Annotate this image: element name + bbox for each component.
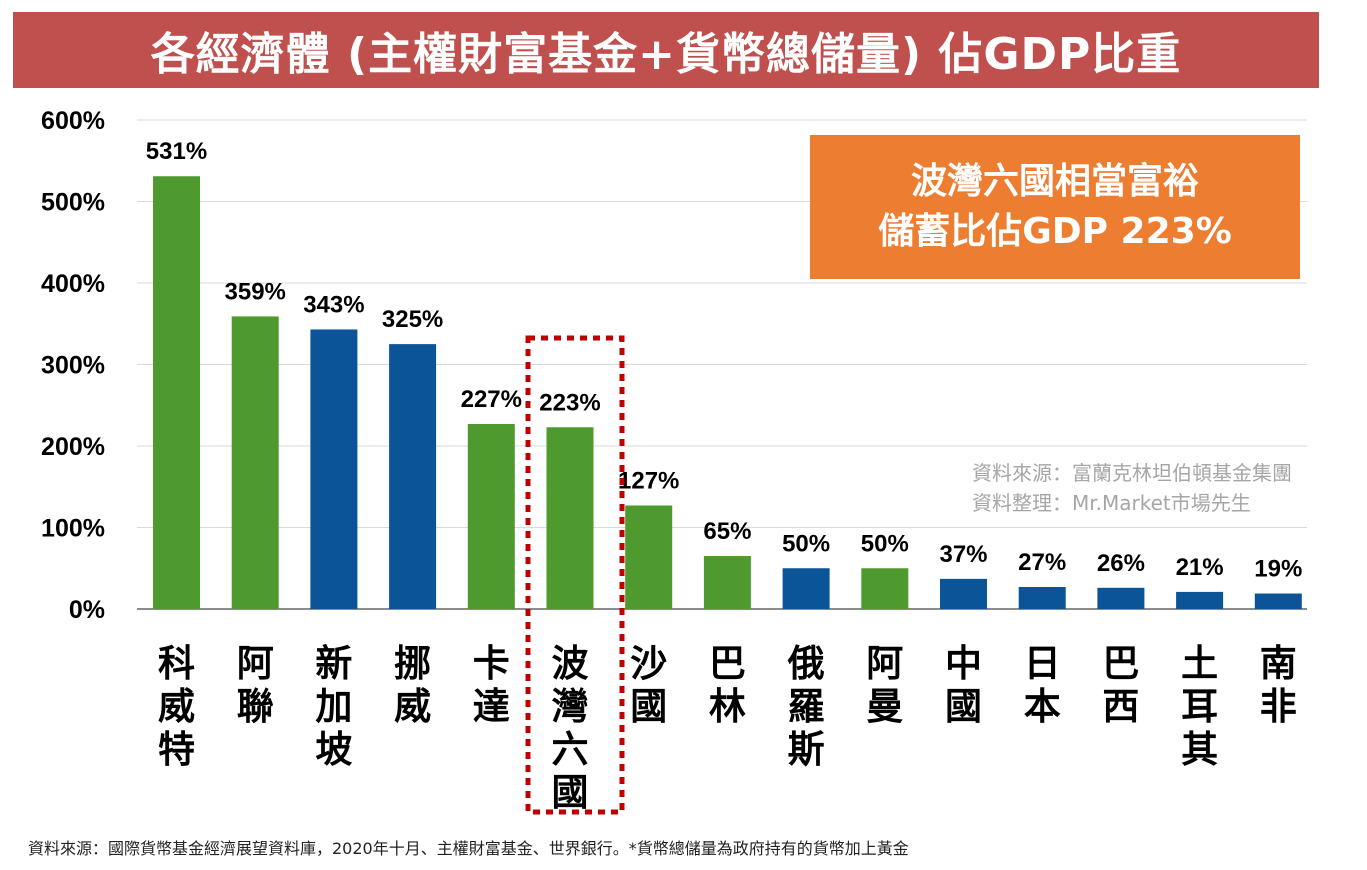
highlight-box-layer — [525, 335, 625, 815]
category-label: 沙國 — [630, 642, 667, 728]
bar — [703, 556, 751, 609]
y-tick-label: 0% — [69, 596, 105, 624]
category-label: 土耳其 — [1181, 642, 1218, 771]
data-label: 27% — [1018, 549, 1066, 576]
data-label: 127% — [618, 467, 679, 494]
highlight-box — [525, 335, 625, 815]
source-note-line-2: 資料整理：Mr.Market市場先生 — [972, 491, 1251, 515]
data-label: 531% — [146, 138, 207, 165]
y-tick-label: 200% — [41, 433, 105, 461]
bar — [1018, 586, 1066, 609]
source-note-line-1: 資料來源：富蘭克林坦伯頓基金集團 — [972, 461, 1292, 485]
bars — [153, 176, 1302, 610]
bar — [231, 316, 279, 609]
category-label: 南非 — [1260, 642, 1297, 728]
data-label: 359% — [225, 278, 286, 305]
category-label: 俄羅斯 — [787, 642, 825, 771]
bar — [1254, 593, 1302, 609]
y-axis-ticks: 0% 100% 200% 300% 400% 500% 600% — [41, 107, 105, 624]
category-label: 波灣六國 — [552, 642, 589, 814]
bar — [1176, 591, 1224, 609]
bar — [782, 568, 830, 609]
data-label: 26% — [1097, 550, 1145, 577]
footnote: 資料來源：國際貨幣基金經濟展望資料庫，2020年十月、主權財富基金、世界銀行。*… — [28, 839, 909, 858]
data-label: 343% — [303, 291, 364, 318]
data-label: 19% — [1254, 556, 1302, 583]
bar — [625, 505, 673, 609]
data-label: 227% — [461, 386, 522, 413]
callout-line-2: 儲蓄比佔GDP 223% — [878, 211, 1232, 252]
data-label: 50% — [861, 530, 909, 557]
category-label: 挪威 — [394, 642, 431, 728]
data-label: 37% — [939, 541, 987, 568]
category-label: 新加坡 — [315, 642, 352, 771]
y-tick-label: 400% — [41, 270, 105, 298]
y-tick-label: 100% — [41, 515, 105, 543]
category-label: 中國 — [945, 642, 982, 728]
bar — [1097, 587, 1145, 609]
category-label: 巴林 — [709, 642, 746, 728]
bar — [467, 423, 515, 609]
y-tick-label: 600% — [41, 107, 105, 135]
data-label: 50% — [782, 530, 830, 557]
callout-box: 波灣六國相當富裕 儲蓄比佔GDP 223% — [810, 135, 1300, 279]
category-label: 卡達 — [473, 642, 510, 728]
data-labels: 531% 359% 343% 325% 227% 223% 127% 65% 50% 50% 37%… — [146, 138, 1303, 582]
bar — [389, 344, 437, 609]
category-label: 阿曼 — [866, 642, 903, 728]
source-note: 資料來源：富蘭克林坦伯頓基金集團 資料整理：Mr.Market市場先生 — [972, 458, 1292, 518]
data-label: 65% — [703, 518, 751, 545]
bar — [861, 568, 909, 609]
bar — [153, 176, 200, 610]
bar — [940, 578, 987, 609]
bar — [546, 427, 594, 609]
category-label: 阿聯 — [237, 642, 274, 728]
data-label: 223% — [539, 389, 600, 416]
callout-line-1: 波灣六國相當富裕 — [910, 161, 1199, 202]
category-label: 科威特 — [158, 642, 195, 771]
category-label: 巴西 — [1102, 642, 1139, 728]
data-label: 21% — [1176, 554, 1224, 581]
category-label: 日本 — [1024, 642, 1061, 728]
y-tick-label: 300% — [41, 352, 105, 380]
y-tick-label: 500% — [41, 189, 105, 217]
data-label: 325% — [382, 306, 443, 333]
chart-title: 各經濟體 (主權財富基金+貨幣總儲量) 佔GDP比重 — [13, 12, 1319, 88]
bar — [310, 329, 358, 609]
